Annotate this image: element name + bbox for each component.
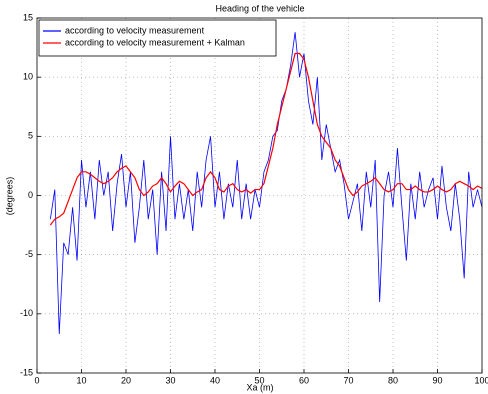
y-tick-label: 5: [28, 131, 33, 141]
plot-area: [37, 18, 482, 373]
y-tick-label: 0: [28, 190, 33, 200]
y-tick-label: -5: [25, 249, 33, 259]
y-tick-label: -15: [20, 367, 33, 377]
x-tick-label: 60: [299, 375, 309, 385]
x-axis-label: Xa (m): [247, 382, 274, 392]
x-tick-label: 10: [76, 375, 86, 385]
y-tick-label: 15: [23, 12, 33, 22]
legend-box: [38, 19, 277, 57]
chart-title: Heading of the vehicle: [215, 3, 304, 13]
x-tick-label: 90: [432, 375, 442, 385]
x-tick-label: 0: [34, 375, 39, 385]
y-tick-label: -10: [20, 308, 33, 318]
legend: according to velocity measurement accordi…: [38, 19, 277, 57]
x-tick-label: 40: [210, 375, 220, 385]
x-tick-label: 30: [165, 375, 175, 385]
x-tick-label: 50: [254, 375, 264, 385]
y-tick-label: 10: [23, 72, 33, 82]
y-axis-label: (degrees): [4, 177, 14, 216]
x-tick-label: 80: [388, 375, 398, 385]
x-tick-label: 100: [474, 375, 488, 385]
legend-label: according to velocity measurement: [65, 25, 205, 35]
data-line: [49, 52, 483, 226]
data-line: [49, 32, 483, 334]
legend-label: according to velocity measurement + Kalm…: [65, 37, 245, 47]
axes-box: [36, 17, 483, 374]
x-tick-label: 20: [121, 375, 131, 385]
x-tick-label: 70: [343, 375, 353, 385]
